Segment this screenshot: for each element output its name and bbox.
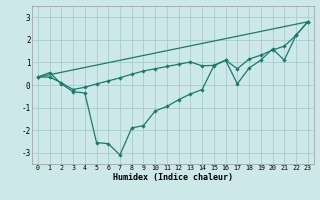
X-axis label: Humidex (Indice chaleur): Humidex (Indice chaleur) [113, 173, 233, 182]
